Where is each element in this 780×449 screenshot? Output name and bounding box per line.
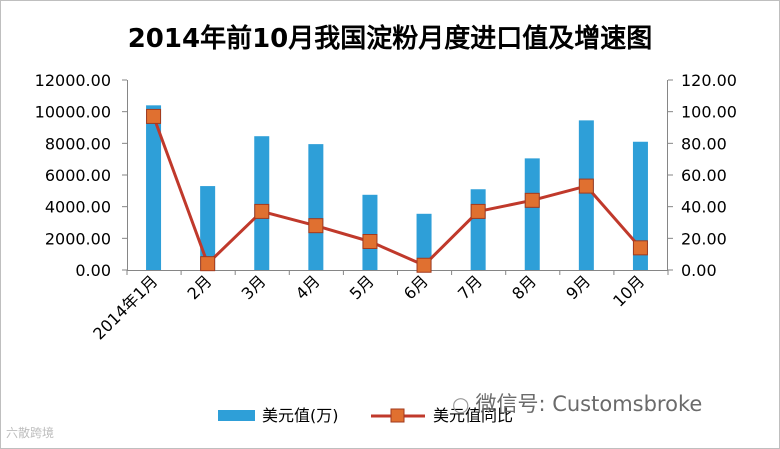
right-tick-label: 60.00 [681,166,727,185]
bar [200,186,216,270]
x-tick-label: 3月 [238,271,270,303]
x-tick-label: 2014年1月 [89,271,161,343]
x-tick-label: 7月 [454,271,486,303]
left-tick-label: 8000.00 [45,134,111,153]
bar [254,136,270,270]
legend-line-label: 美元值同比 [433,406,513,425]
left-tick-label: 6000.00 [45,166,111,185]
legend: 美元值(万) 美元值同比 [218,406,513,425]
legend-bar-swatch [218,410,255,421]
right-tick-label: 0.00 [681,261,717,280]
line-point [578,178,594,194]
right-tick-label: 40.00 [681,198,727,217]
line-point [524,192,540,208]
x-tick-label: 4月 [292,271,324,303]
x-axis-labels: 2014年1月 2月 3月 4月 5月 6月 7月 8月 9月 10月 [89,270,669,343]
line-point [416,257,432,273]
bar [416,213,432,270]
bar [146,105,162,270]
bar [308,144,324,270]
watermark-text: 微信号: Customsbroke [475,392,703,416]
bar [524,158,540,270]
bar [470,189,486,270]
x-tick-label: 8月 [508,271,540,303]
line-point [146,108,162,124]
bar [362,194,378,270]
left-tick-label: 4000.00 [45,198,111,217]
legend-bar-label: 美元值(万) [262,406,339,425]
x-tick-label: 9月 [562,271,594,303]
legend-line-marker [390,408,405,423]
right-tick-label: 20.00 [681,229,727,248]
left-axis-ticks: 0.00 2000.00 4000.00 6000.00 8000.00 10000.00… [35,71,127,280]
right-tick-label: 80.00 [681,134,727,153]
right-tick-label: 100.00 [681,103,737,122]
left-tick-label: 0.00 [75,261,111,280]
brand-logo-text: 六散跨境 [6,426,55,440]
x-tick-label: 2月 [184,271,216,303]
line-point [308,218,324,234]
watermark: ○ 微信号: Customsbroke [452,388,702,418]
left-tick-label: 2000.00 [45,229,111,248]
line-series [146,108,648,273]
bar [632,141,648,270]
line-point [200,256,216,272]
bar [578,120,594,270]
line-point [470,203,486,219]
right-axis-ticks: 0.00 20.00 40.00 60.00 80.00 100.00 120.00 [668,71,737,280]
bar-series [146,105,648,270]
left-tick-label: 12000.00 [35,71,111,90]
line-point [254,203,270,219]
line-point [632,240,648,256]
x-tick-label: 6月 [400,271,432,303]
series-line [152,115,642,267]
x-tick-label: 10月 [609,271,648,310]
chart-title: 2014年前10月我国淀粉月度进口值及增速图 [128,23,653,54]
x-tick-label: 5月 [346,271,378,303]
left-tick-label: 10000.00 [35,103,111,122]
wechat-icon: ○ [452,392,470,416]
line-point [362,234,378,249]
right-tick-label: 120.00 [681,71,737,90]
